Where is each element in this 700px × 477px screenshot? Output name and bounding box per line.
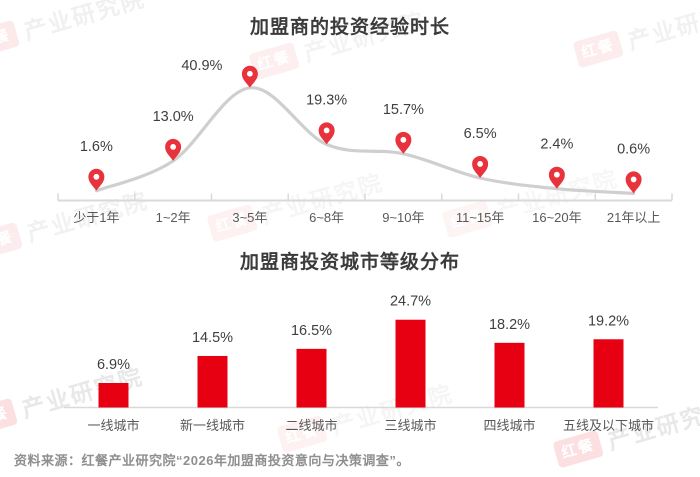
- city-tier-chart-title: 加盟商投资城市等级分布: [239, 252, 460, 273]
- location-pin-icon: [241, 65, 258, 88]
- category-label: 6~8年: [309, 210, 344, 225]
- value-label: 1.6%: [80, 139, 113, 155]
- location-pin-hole: [630, 176, 637, 183]
- location-pin-icon: [395, 131, 412, 154]
- location-pin-hole: [323, 127, 330, 134]
- category-label: 1~2年: [156, 210, 191, 225]
- value-label: 6.5%: [464, 126, 497, 142]
- value-label: 14.5%: [192, 330, 233, 346]
- location-pin-icon: [165, 138, 182, 161]
- category-label: 四线城市: [483, 418, 535, 433]
- location-pin-hole: [553, 171, 560, 178]
- location-pin-icon: [88, 168, 105, 191]
- value-label: 24.7%: [390, 294, 431, 310]
- value-label: 19.3%: [306, 92, 347, 108]
- category-label: 五线及以下城市: [563, 418, 654, 433]
- location-pin-hole: [246, 70, 253, 77]
- category-label: 二线城市: [285, 418, 337, 433]
- location-pin-hole: [170, 144, 177, 150]
- value-label: 0.6%: [617, 141, 650, 157]
- location-pin-icon: [318, 122, 335, 145]
- category-label: 新一线城市: [180, 418, 245, 433]
- category-label: 一线城市: [87, 418, 139, 433]
- category-label: 11~15年: [456, 210, 505, 225]
- category-label: 三线城市: [384, 418, 436, 433]
- bar: [494, 342, 525, 408]
- experience-chart-title: 加盟商的投资经验时长: [249, 17, 450, 38]
- bar: [296, 348, 327, 408]
- location-pin-hole: [477, 161, 484, 167]
- bar: [593, 339, 624, 408]
- value-label: 16.5%: [291, 323, 332, 339]
- bar: [395, 319, 426, 408]
- value-label: 6.9%: [97, 357, 130, 373]
- category-label: 9~10年: [382, 210, 424, 225]
- value-label: 19.2%: [588, 313, 629, 329]
- value-label: 2.4%: [540, 137, 573, 153]
- category-label: 3~5年: [232, 210, 267, 225]
- trend-curve: [94, 86, 636, 195]
- value-label: 18.2%: [489, 317, 530, 333]
- location-pin-icon: [548, 166, 565, 189]
- location-pin-hole: [400, 136, 407, 143]
- location-pin-icon: [625, 171, 642, 194]
- category-label: 16~20年: [532, 210, 582, 225]
- bar: [98, 382, 129, 408]
- bar: [197, 355, 228, 408]
- location-pin-icon: [472, 155, 489, 178]
- location-pin-hole: [93, 173, 100, 180]
- value-label: 40.9%: [181, 58, 222, 74]
- category-label: 少于1年: [73, 210, 119, 225]
- value-label: 15.7%: [383, 102, 424, 118]
- source-note: 资料来源：红餐产业研究院“2026年加盟商投资意向与决策调查”。: [14, 453, 410, 468]
- category-label: 21年以上: [607, 210, 660, 225]
- value-label: 13.0%: [153, 109, 194, 125]
